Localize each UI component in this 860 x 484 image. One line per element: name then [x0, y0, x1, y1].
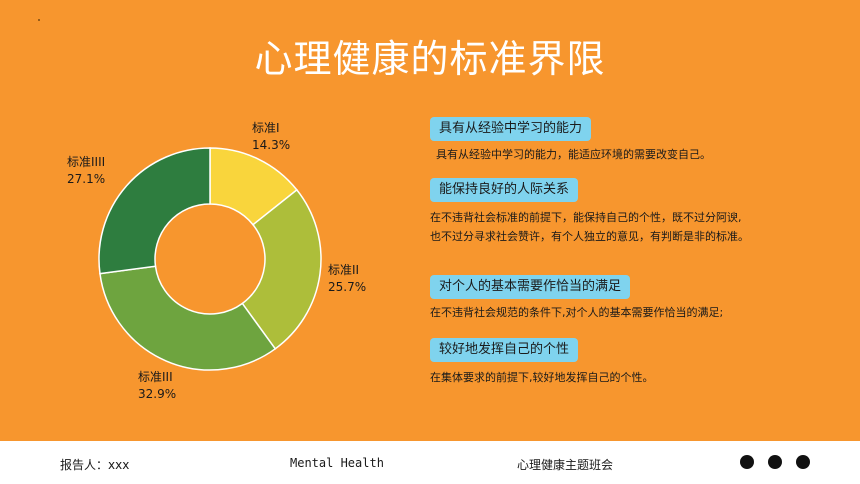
- standard-tag-3: 对个人的基本需要作恰当的满足: [430, 275, 631, 299]
- slide-background: 心理健康的标准界限 标准I 14.3% 标准II 25.7% 标准III 32.…: [0, 0, 860, 441]
- slice-name-1: 标准I: [252, 121, 280, 135]
- slice-label-3: 标准III 32.9%: [138, 369, 176, 403]
- donut-slice-3: [99, 265, 277, 371]
- slice-value-2: 25.7%: [328, 280, 367, 294]
- slice-label-2: 标准II 25.7%: [328, 262, 366, 296]
- footer-dot-1: [740, 455, 754, 469]
- slice-value-4: 27.1%: [67, 172, 106, 186]
- footer-dot-2: [768, 455, 782, 469]
- corner-dot: [38, 19, 40, 21]
- slice-name-2: 标准II: [328, 263, 360, 277]
- footer-subject: Mental Health: [290, 456, 384, 470]
- standard-desc-1: 具有从经验中学习的能力，能适应环境的需要改变自己。: [436, 148, 711, 161]
- donut-chart: [98, 147, 322, 371]
- slice-name-3: 标准III: [138, 370, 173, 384]
- standard-desc-2b: 也不过分寻求社会赞许，有个人独立的意见，有判断是非的标准。: [430, 230, 749, 243]
- standard-tag-1: 具有从经验中学习的能力: [430, 117, 592, 141]
- standard-tag-4: 较好地发挥自己的个性: [430, 338, 579, 362]
- page-title: 心理健康的标准界限: [254, 37, 606, 81]
- slice-label-4: 标准IIII 27.1%: [67, 154, 105, 188]
- standard-desc-3: 在不违背社会规范的条件下,对个人的基本需要作恰当的满足;: [430, 306, 724, 319]
- slice-name-4: 标准IIII: [67, 155, 106, 169]
- slice-value-1: 14.3%: [252, 138, 291, 152]
- footer-meeting: 心理健康主题班会: [517, 458, 614, 472]
- footer-bar: 报告人：xxx Mental Health 心理健康主题班会: [0, 441, 860, 484]
- slice-label-1: 标准I 14.3%: [252, 120, 290, 154]
- footer-reporter: 报告人：xxx: [60, 458, 130, 472]
- standard-desc-4: 在集体要求的前提下,较好地发挥自己的个性。: [430, 371, 654, 384]
- standard-tag-2: 能保持良好的人际关系: [430, 178, 579, 202]
- footer-dot-3: [796, 455, 810, 469]
- standard-desc-2a: 在不违背社会标准的前提下，能保持自己的个性，既不过分阿谀,: [430, 211, 742, 224]
- donut-slice-2: [241, 188, 322, 350]
- slice-value-3: 32.9%: [138, 387, 177, 401]
- donut-slice-4: [98, 147, 211, 275]
